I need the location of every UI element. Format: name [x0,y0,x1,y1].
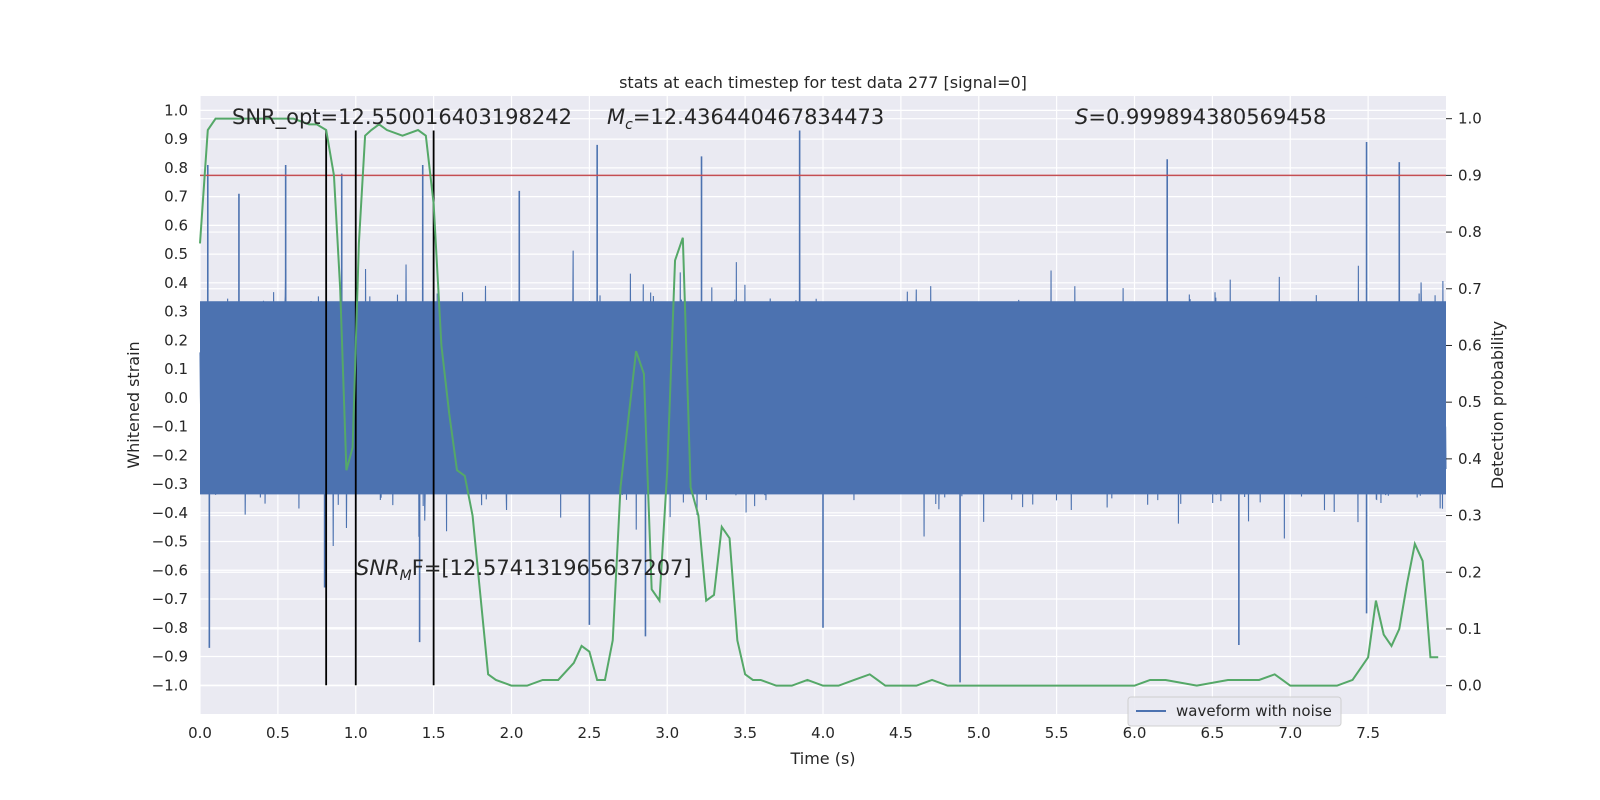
probability-line [199,117,1439,687]
y-tick-label-7: 0.3 [164,303,188,321]
legend-box [1127,696,1342,727]
snr-mf-annotation: SNRMF=[12.574131965637207] [356,556,692,584]
y-tick-label-1: 0.9 [164,130,188,148]
right-y-tick-label-8: 0.2 [1458,563,1482,581]
mc-subscript: c [625,117,633,133]
y-tick-label-15: −0.5 [152,533,188,551]
x-tick-label-15: 7.5 [1356,724,1380,742]
snr-mf-subscript: M [400,568,412,584]
s-annotation: S=0.999894380569458 [1075,105,1326,129]
right-y-tick-label-5: 0.5 [1458,393,1482,411]
x-tick-label-11: 5.5 [1045,724,1069,742]
y-tick-label-17: −0.7 [152,590,188,608]
right-y-tick-label-6: 0.4 [1458,450,1482,468]
right-y-tick-label-10: 0.0 [1458,677,1482,695]
y-tick-label-10: 0.0 [164,389,188,407]
s-value: =0.999894380569458 [1088,105,1326,129]
x-tick-label-9: 4.5 [889,724,913,742]
x-tick-label-14: 7.0 [1278,724,1302,742]
snr-mf-value: F=[12.574131965637207] [412,556,692,580]
y-tick-label-12: −0.2 [152,446,188,464]
y-tick-label-19: −0.9 [152,648,188,666]
y-tick-label-11: −0.1 [152,418,188,436]
y-tick-label-13: −0.3 [152,475,188,493]
right-y-tick-labels: 1.0 0.9 0.8 0.7 0.6 0.5 0.4 0.3 0.2 0.1 0.0 [1446,110,1482,695]
y-tick-label-8: 0.2 [164,331,188,349]
x-tick-label-2: 1.0 [344,724,368,742]
y-axis-label: Whitened strain [124,341,143,468]
x-tick-label-12: 6.0 [1123,724,1147,742]
x-axis-label: Time (s) [789,749,855,768]
y-tick-label-16: −0.6 [152,561,188,579]
y-tick-label-18: −0.8 [152,619,188,637]
snr-mf-symbol: SNR [356,556,400,580]
x-tick-label-3: 1.5 [422,724,446,742]
vertical-markers [325,130,435,686]
x-tick-label-4: 2.0 [500,724,524,742]
s-symbol: S [1075,105,1088,129]
legend-label: waveform with noise [1176,702,1332,720]
mc-value: =12.436440467834473 [633,105,884,129]
x-tick-label-5: 2.5 [577,724,601,742]
y-tick-labels: 1.0 0.9 0.8 0.7 0.6 0.5 0.4 0.3 0.2 0.1 0.0 −0.1 −0.… [152,101,188,694]
y-tick-label-3: 0.7 [164,188,188,206]
snr-opt-annotation: SNR_opt=12.550016403198242 [232,105,572,130]
y-tick-label-6: 0.4 [164,274,188,292]
y-tick-label-20: −1.0 [152,676,188,694]
waveform-series [199,130,1447,683]
y-tick-label-2: 0.8 [164,159,188,177]
y-tick-label-0: 1.0 [164,101,188,119]
right-y-tick-label-7: 0.3 [1458,507,1482,525]
right-y-tick-label-9: 0.1 [1458,620,1482,638]
x-tick-label-0: 0.0 [188,724,212,742]
y-tick-label-5: 0.5 [164,245,188,263]
right-y-tick-label-1: 0.9 [1458,166,1482,184]
x-tick-label-7: 3.5 [733,724,757,742]
chart-title: stats at each timestep for test data 277… [619,73,1027,92]
y-tick-label-14: −0.4 [152,504,188,522]
x-tick-label-1: 0.5 [266,724,290,742]
x-tick-label-10: 5.0 [967,724,991,742]
x-tick-label-13: 6.5 [1200,724,1224,742]
right-y-tick-label-0: 1.0 [1458,110,1482,128]
probability-series [199,117,1439,687]
x-tick-label-6: 3.0 [655,724,679,742]
chirp-mass-annotation: Mc=12.436440467834473 [607,105,884,133]
y-tick-label-4: 0.6 [164,216,188,234]
right-y-tick-label-4: 0.6 [1458,336,1482,354]
right-y-axis-label: Detection probability [1488,321,1507,489]
x-tick-labels: 0.0 0.5 1.0 1.5 2.0 2.5 3.0 3.5 4.0 4.5 5.0 5.5 6.0 6… [188,724,1380,742]
mc-symbol: M [607,105,625,129]
y-tick-label-9: 0.1 [164,360,188,378]
x-tick-label-8: 4.0 [811,724,835,742]
legend: waveform with noise [1127,696,1342,727]
right-y-tick-label-3: 0.7 [1458,280,1482,298]
right-y-tick-label-2: 0.8 [1458,223,1482,241]
